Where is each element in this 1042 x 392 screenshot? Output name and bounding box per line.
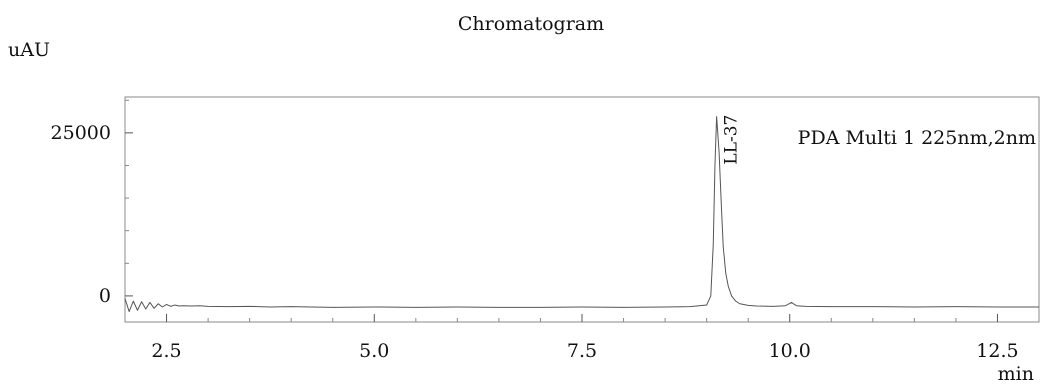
legend-entry: PDA Multi 1 225nm,2nm	[798, 127, 1036, 149]
x-tick-label: 10.0	[769, 340, 811, 362]
annotation-layer: LL-37	[722, 115, 742, 165]
y-tick-label: 25000	[51, 122, 111, 144]
x-axis-label: min	[998, 363, 1034, 385]
x-axis-ticks: 2.5 5.0 7.5 10.0 12.5	[124, 314, 1040, 362]
chart-title: Chromatogram	[458, 13, 604, 35]
series-line	[124, 116, 1039, 313]
y-tick-label: 0	[99, 285, 111, 307]
peak-label: LL-37	[722, 115, 742, 165]
series-layer	[124, 116, 1039, 313]
x-tick-label: 2.5	[151, 340, 181, 362]
x-tick-label: 12.5	[976, 340, 1018, 362]
x-tick-label: 7.5	[567, 340, 597, 362]
y-axis-ticks: 0 25000	[51, 99, 133, 307]
y-axis-label: uAU	[8, 39, 50, 61]
x-tick-label: 5.0	[359, 340, 389, 362]
